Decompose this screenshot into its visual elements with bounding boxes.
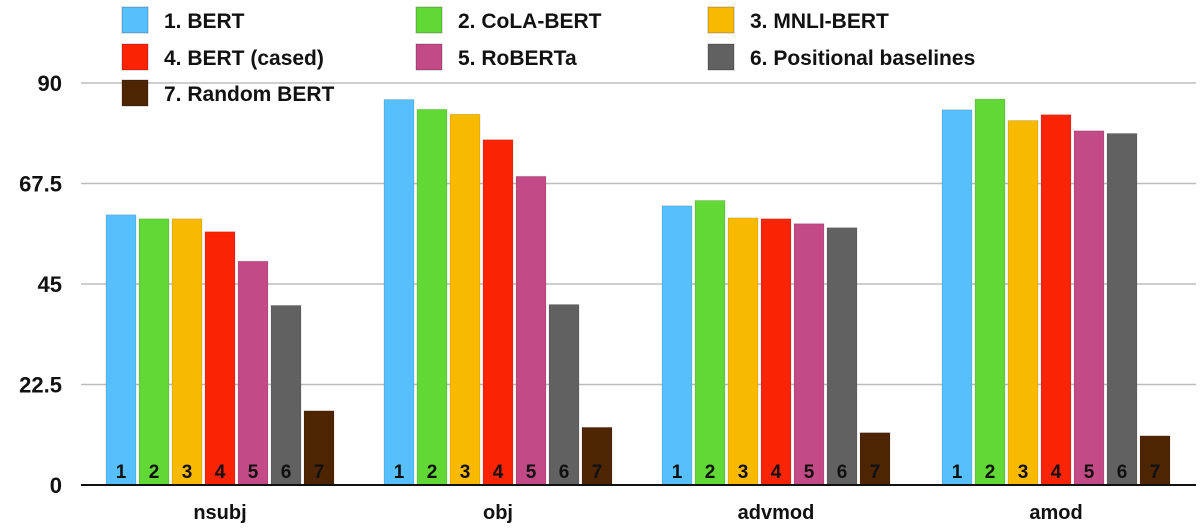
legend-item: 5. RoBERTa [415, 43, 577, 71]
legend-swatch [121, 6, 149, 34]
bars: 1 2 3 4 5 6 7 1 2 3 4 5 6 7 1 2 3 4 5 6 7 1 2 3 4 5 6 7 [105, 98, 1171, 486]
bar-advmod-series-6 [826, 227, 858, 486]
legend-label: 5. RoBERTa [458, 47, 577, 70]
x-category-label: advmod [738, 502, 815, 524]
bar-number-label: 6 [837, 462, 848, 483]
bar-number-label: 3 [460, 462, 471, 483]
bar-number-label: 5 [804, 462, 815, 483]
legend-item: 4. BERT (cased) [121, 43, 324, 71]
bar-nsubj-series-7 [303, 410, 335, 486]
bar-number-label: 7 [592, 462, 603, 483]
bar-number-label: 5 [1084, 462, 1095, 483]
bar-number-label: 5 [526, 462, 537, 483]
bar-number-label: 1 [394, 462, 405, 483]
bar-amod-series-3 [1007, 120, 1039, 486]
x-category-label: obj [483, 502, 513, 524]
bar-nsubj-series-2 [138, 218, 170, 486]
bar-advmod-series-3 [727, 217, 759, 486]
legend-label: 1. BERT [164, 10, 245, 33]
bar-number-label: 7 [1150, 462, 1161, 483]
bar-amod-series-1 [941, 109, 973, 486]
x-axis-categories: nsubj obj advmod amod [193, 502, 1082, 524]
x-category-label: nsubj [193, 502, 246, 524]
y-tick-label: 67.5 [19, 172, 62, 197]
bar-number-label: 4 [493, 462, 504, 483]
bar-nsubj-series-4 [204, 231, 236, 486]
bar-number-label: 7 [870, 462, 881, 483]
y-tick-label: 45 [38, 272, 62, 297]
legend-label: 2. CoLA-BERT [458, 10, 602, 33]
bar-number-label: 3 [1018, 462, 1029, 483]
bar-number-label: 1 [672, 462, 683, 483]
bar-number-label: 3 [738, 462, 749, 483]
bar-advmod-series-4 [760, 218, 792, 486]
legend-swatch [121, 43, 149, 71]
y-tick-label: 0 [50, 473, 62, 498]
bar-amod-series-2 [974, 98, 1006, 486]
legend-item: 3. MNLI-BERT [707, 6, 889, 34]
bar-number-label: 4 [1051, 462, 1062, 483]
bar-number-label: 5 [248, 462, 259, 483]
legend-label: 6. Positional baselines [750, 47, 975, 70]
bar-number-label: 6 [281, 462, 292, 483]
legend-label: 7. Random BERT [164, 83, 335, 106]
bar-nsubj-series-6 [270, 304, 302, 486]
legend-swatch [121, 79, 149, 107]
legend-label: 4. BERT (cased) [164, 47, 324, 70]
bar-advmod-series-2 [694, 199, 726, 486]
y-tick-label: 22.5 [19, 373, 62, 398]
bar-advmod-series-5 [793, 223, 825, 486]
legend-label: 3. MNLI-BERT [750, 10, 889, 33]
bar-number-label: 6 [1117, 462, 1128, 483]
bar-number-label: 4 [215, 462, 226, 483]
bar-number-label: 1 [952, 462, 963, 483]
bar-advmod-series-7 [859, 432, 891, 486]
x-category-label: amod [1029, 502, 1082, 524]
bar-obj-series-3 [449, 113, 481, 486]
bar-nsubj-series-3 [171, 218, 203, 486]
bar-obj-series-2 [416, 108, 448, 486]
legend: 1. BERT 2. CoLA-BERT 3. MNLI-BERT 4. BERT (… [121, 6, 975, 107]
bar-obj-series-4 [482, 139, 514, 486]
bar-number-label: 6 [559, 462, 570, 483]
legend-swatch [707, 6, 735, 34]
bar-number-label: 2 [149, 462, 160, 483]
legend-item: 2. CoLA-BERT [415, 6, 602, 34]
bar-number-label: 3 [182, 462, 193, 483]
bar-nsubj-series-1 [105, 214, 137, 486]
bar-obj-series-1 [383, 99, 415, 486]
bar-number-label: 2 [705, 462, 716, 483]
legend-swatch [415, 43, 443, 71]
bar-obj-series-5 [515, 175, 547, 486]
y-tick-label: 90 [38, 71, 62, 96]
bar-amod-series-4 [1040, 114, 1072, 486]
bar-number-label: 1 [116, 462, 127, 483]
y-axis-ticks: 0 22.5 45 67.5 90 [19, 71, 62, 498]
bar-amod-series-7 [1139, 435, 1171, 486]
bar-number-label: 7 [314, 462, 325, 483]
bar-obj-series-6 [548, 304, 580, 486]
legend-item: 6. Positional baselines [707, 43, 975, 71]
bar-advmod-series-1 [661, 205, 693, 486]
bar-amod-series-5 [1073, 130, 1105, 486]
bar-number-label: 4 [771, 462, 782, 483]
bar-number-label: 2 [427, 462, 438, 483]
bar-number-label: 2 [985, 462, 996, 483]
legend-swatch [415, 6, 443, 34]
legend-swatch [707, 43, 735, 71]
bar-nsubj-series-5 [237, 260, 269, 486]
legend-item: 1. BERT [121, 6, 245, 34]
bar-amod-series-6 [1106, 132, 1138, 486]
legend-item: 7. Random BERT [121, 79, 335, 107]
